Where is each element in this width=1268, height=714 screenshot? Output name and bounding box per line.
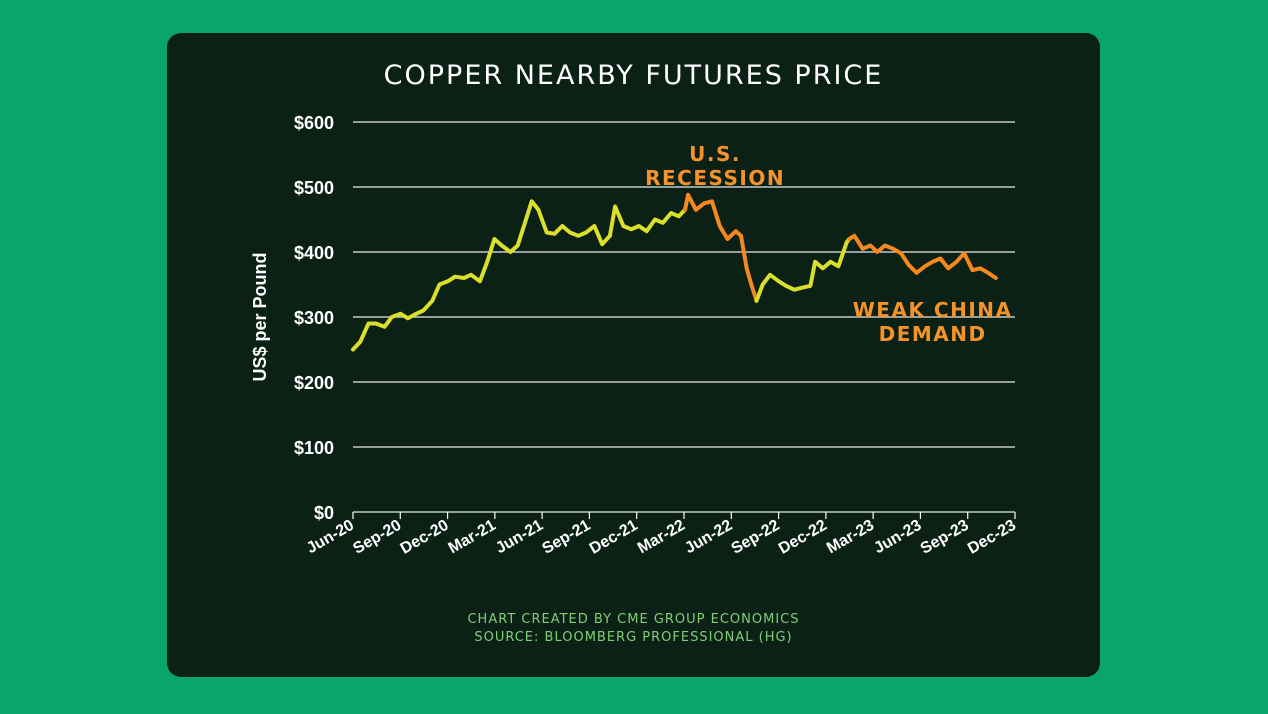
x-axis: Jun-20Sep-20Dec-20Mar-21Jun-21Sep-21Dec-…	[304, 512, 1019, 558]
x-tick-label: Mar-22	[635, 517, 688, 558]
y-tick-label: $400	[294, 243, 334, 263]
y-axis-ticks: $0 $100 $200 $300 $400 $500 $600	[294, 113, 334, 523]
series-line-2	[683, 192, 759, 303]
y-tick-label: $100	[294, 438, 334, 458]
x-tick-label: Sep-21	[539, 517, 593, 558]
y-tick-label: $200	[294, 373, 334, 393]
x-tick-label: Dec-20	[398, 517, 452, 558]
annotation-2-line-1: WEAK CHINA	[853, 298, 1013, 322]
grid-lines	[353, 121, 1015, 513]
credit-line-1: CHART CREATED BY CME GROUP ECONOMICS	[467, 612, 800, 627]
x-tick-label: Jun-22	[682, 517, 735, 558]
chart-card	[167, 33, 1100, 677]
x-tick-label: Sep-23	[918, 517, 972, 558]
annotation-2-line-2: DEMAND	[879, 322, 987, 346]
y-axis-label: US$ per Pound	[250, 252, 270, 381]
x-tick-label: Jun-21	[493, 517, 546, 558]
series-line-1	[351, 199, 687, 352]
x-tick-label: Mar-23	[824, 517, 877, 558]
x-tick-label: Jun-23	[871, 517, 924, 558]
y-tick-label: $600	[294, 113, 334, 133]
y-tick-label: $500	[294, 178, 334, 198]
credit-line-2: SOURCE: BLOOMBERG PROFESSIONAL (HG)	[474, 630, 793, 645]
x-tick-label: Mar-21	[446, 517, 499, 558]
chart-title: COPPER NEARBY FUTURES PRICE	[383, 60, 884, 91]
x-tick-label: Dec-22	[776, 517, 830, 558]
annotation-1-line-2: RECESSION	[645, 166, 785, 190]
series-lines	[351, 192, 998, 352]
y-tick-label: $300	[294, 308, 334, 328]
x-tick-label: Sep-20	[350, 517, 404, 558]
x-tick-label: Sep-22	[729, 517, 783, 558]
y-tick-label: $0	[314, 503, 334, 523]
series-line-4	[847, 233, 998, 280]
x-tick-label: Dec-21	[587, 517, 641, 558]
annotation-1-line-1: U.S.	[689, 142, 741, 166]
x-tick-label: Dec-23	[965, 517, 1019, 558]
series-line-3	[754, 237, 852, 303]
